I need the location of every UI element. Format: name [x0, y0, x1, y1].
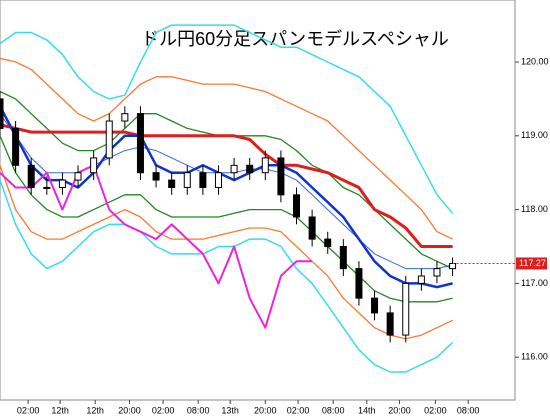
candle-body: [324, 238, 332, 247]
candle-body: [293, 194, 301, 218]
series-line: [0, 24, 454, 214]
candle-body: [0, 98, 4, 129]
candle-body: [168, 179, 176, 188]
series-line: [0, 123, 453, 248]
candle-body: [339, 245, 347, 270]
x-tick-label: 08:00: [322, 405, 345, 415]
candle-body: [27, 164, 35, 188]
candle-body: [214, 172, 222, 188]
chart-title: ドル円60分足スパンモデルスペシャル: [141, 29, 449, 49]
series-line: [0, 165, 453, 340]
series-line: [0, 179, 454, 373]
x-tick-label: 20:00: [254, 405, 277, 415]
last-price-box: [516, 257, 547, 270]
candle-body: [433, 268, 441, 277]
y-tick-label: 117.00: [521, 278, 548, 288]
candle-body: [449, 262, 457, 270]
candle-body: [246, 164, 254, 174]
y-tick-label: 116.00: [521, 352, 548, 362]
candle-body: [371, 297, 379, 314]
x-tick-label: 02:00: [17, 405, 40, 415]
series-line: [0, 105, 453, 289]
plot-area: [0, 0, 516, 401]
candle-body: [402, 282, 410, 336]
candle-body: [230, 164, 238, 174]
candle-body: [308, 216, 316, 240]
y-tick-label: 119.00: [521, 130, 548, 140]
x-tick-label: 13th: [221, 405, 239, 415]
candle-body: [90, 157, 98, 174]
candle-body: [277, 157, 285, 196]
x-tick-label: 02:00: [424, 405, 447, 415]
candle-body: [74, 172, 82, 181]
x-tick-label: 20:00: [118, 405, 141, 415]
candle-body: [121, 113, 129, 122]
candle-body: [43, 186, 51, 189]
series-line: [0, 164, 313, 329]
x-tick-label: 12th: [51, 405, 69, 415]
candle-body: [12, 127, 20, 166]
candle-body: [152, 172, 160, 181]
candle-body: [105, 120, 113, 159]
candle-body: [58, 179, 66, 188]
candle-body: [261, 157, 269, 174]
last-price-label: 117.27: [519, 258, 546, 268]
y-tick-label: 118.00: [521, 204, 548, 214]
x-tick-label: 08:00: [187, 405, 210, 415]
candle-body: [355, 268, 363, 299]
series-line: [0, 57, 453, 240]
x-tick-label: 02:00: [152, 405, 175, 415]
candle-body: [386, 312, 394, 336]
candle-body: [183, 172, 191, 188]
x-tick-label: 08:00: [457, 405, 480, 415]
x-tick-label: 12th: [86, 405, 104, 415]
y-tick-label: 120.00: [521, 56, 549, 66]
candle-body: [136, 113, 144, 174]
x-tick-label: 02:00: [287, 405, 310, 415]
x-tick-label: 20:00: [388, 405, 411, 415]
series-line: [0, 135, 453, 303]
x-tick-label: 14th: [358, 405, 376, 415]
candle-body: [417, 275, 425, 284]
candle-body: [199, 172, 207, 188]
